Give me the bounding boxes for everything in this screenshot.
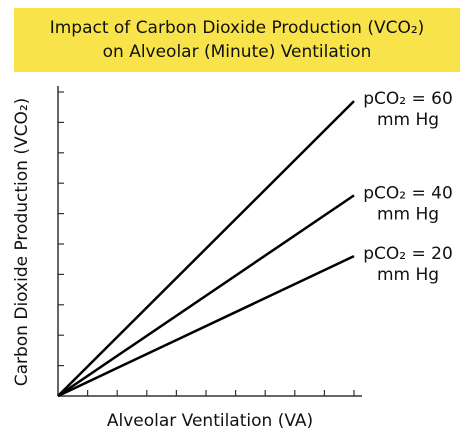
series-line: [57, 255, 355, 398]
series-line: [57, 100, 355, 397]
y-axis-label: Carbon Dioxide Production (VCO₂): [12, 98, 32, 387]
legend-label: pCO₂ = 40 mm Hg: [363, 183, 453, 224]
x-axis-label: Alveolar Ventilation (VA): [107, 411, 313, 431]
legend-label: pCO₂ = 60 mm Hg: [363, 89, 453, 130]
series-line: [57, 194, 355, 398]
legend-label: pCO₂ = 20 mm Hg: [363, 244, 453, 285]
chart-title: Impact of Carbon Dioxide Production (VCO…: [14, 8, 460, 72]
